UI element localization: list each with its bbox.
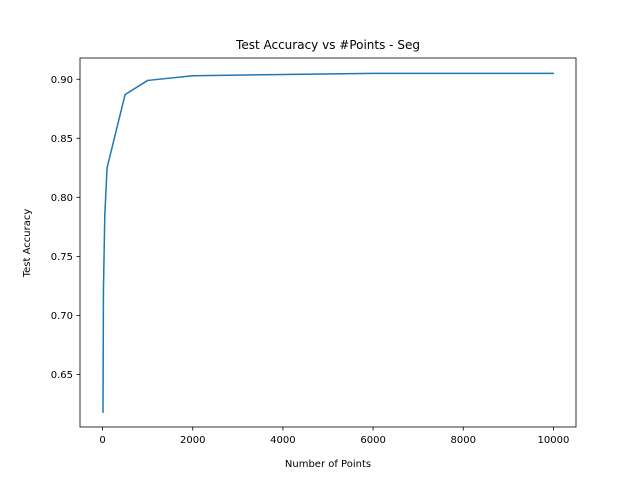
x-tick-label: 8000 bbox=[451, 435, 476, 446]
data-point bbox=[124, 93, 126, 96]
y-tick-label: 0.65 bbox=[51, 370, 73, 381]
data-point bbox=[106, 167, 108, 169]
data-point bbox=[372, 72, 374, 75]
y-axis-label: Test Accuracy bbox=[22, 209, 33, 279]
x-tick-label: 10000 bbox=[538, 435, 570, 446]
series-line bbox=[102, 72, 554, 413]
y-tick-label: 0.90 bbox=[51, 75, 73, 86]
data-point bbox=[104, 214, 106, 216]
chart-title: Test Accuracy vs #Points - Seg bbox=[235, 38, 420, 52]
x-axis-ticks: 0 2000 4000 6000 8000 10000 bbox=[99, 427, 569, 446]
y-tick-label: 0.70 bbox=[51, 311, 73, 322]
data-point bbox=[282, 73, 284, 76]
data-point bbox=[552, 72, 555, 75]
x-tick-label: 4000 bbox=[270, 435, 295, 446]
y-tick-label: 0.85 bbox=[51, 134, 73, 145]
x-tick-label: 2000 bbox=[180, 435, 205, 446]
y-tick-label: 0.80 bbox=[51, 193, 73, 204]
data-point bbox=[102, 288, 105, 291]
y-axis-ticks: 0.65 0.70 0.75 0.80 0.85 0.90 bbox=[51, 75, 80, 381]
x-tick-label: 6000 bbox=[360, 435, 385, 446]
data-point bbox=[102, 411, 104, 413]
y-tick-label: 0.75 bbox=[51, 252, 73, 263]
x-tick-label: 0 bbox=[99, 435, 105, 446]
data-point bbox=[146, 79, 149, 82]
data-point bbox=[191, 74, 194, 77]
x-axis-label: Number of Points bbox=[285, 459, 371, 470]
axes-frame bbox=[79, 57, 577, 428]
plot-area bbox=[102, 72, 555, 413]
